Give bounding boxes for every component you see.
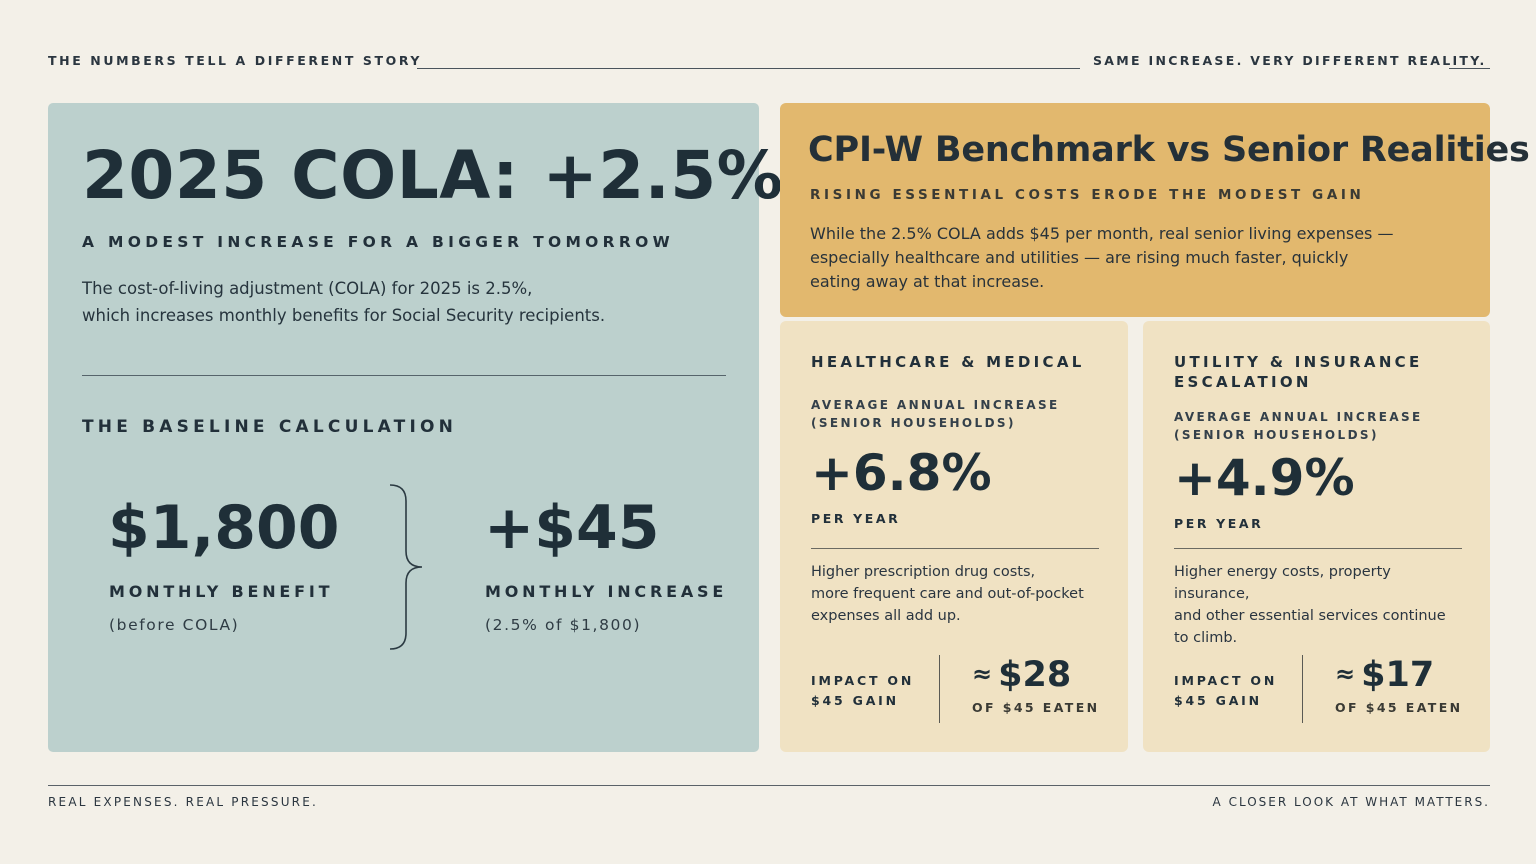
- header-right-text: SAME INCREASE. VERY DIFFERENT REALITY.: [1093, 53, 1487, 68]
- utility-rate: +4.9%: [1174, 449, 1355, 507]
- body-line: and other essential services continue: [1174, 608, 1446, 624]
- increase-label: MONTHLY INCREASE: [485, 582, 728, 601]
- utility-impact-divider: [1302, 655, 1303, 723]
- benchmark-body: While the 2.5% COLA adds $45 per month, …: [810, 222, 1410, 294]
- cola-intro-line: which increases monthly benefits for Soc…: [82, 306, 606, 325]
- approx-symbol: ≈: [972, 660, 993, 688]
- metric-label-line: AVERAGE ANNUAL INCREASE: [1174, 410, 1423, 424]
- footer-right-text: A CLOSER LOOK AT WHAT MATTERS.: [1212, 795, 1490, 809]
- benchmark-subtitle: RISING ESSENTIAL COSTS ERODE THE MODEST …: [810, 187, 1365, 203]
- utility-impact-sub: OF $45 EATEN: [1335, 700, 1463, 715]
- header-rule-short: [1449, 68, 1490, 69]
- healthcare-title: HEALTHCARE & MEDICAL: [811, 353, 1085, 371]
- approx-symbol: ≈: [1335, 660, 1356, 688]
- curly-brace-icon: [389, 484, 423, 650]
- utility-divider: [1174, 548, 1462, 549]
- baseline-heading: THE BASELINE CALCULATION: [82, 417, 458, 437]
- increase-note: (2.5% of $1,800): [485, 616, 642, 634]
- metric-label-line: (SENIOR HOUSEHOLDS): [1174, 428, 1379, 442]
- cola-divider: [82, 375, 726, 376]
- utility-metric-label: AVERAGE ANNUAL INCREASE (SENIOR HOUSEHOL…: [1174, 408, 1474, 444]
- benchmark-card: CPI-W Benchmark vs Senior Realities RISI…: [780, 103, 1530, 317]
- healthcare-rate: +6.8%: [811, 444, 992, 502]
- cola-subtitle: A MODEST INCREASE FOR A BIGGER TOMORROW: [82, 233, 674, 251]
- healthcare-impact-divider: [939, 655, 940, 723]
- impact-amount: $17: [1361, 655, 1435, 695]
- utility-title: UTILITY & INSURANCE ESCALATION: [1174, 352, 1474, 392]
- body-line: Higher energy costs, property insurance,: [1174, 564, 1391, 602]
- healthcare-impact-label: IMPACT ON $45 GAIN: [811, 671, 914, 711]
- healthcare-card: HEALTHCARE & MEDICAL AVERAGE ANNUAL INCR…: [780, 321, 1128, 752]
- cola-card: 2025 COLA: +2.5% A MODEST INCREASE FOR A…: [48, 103, 783, 752]
- impact-amount: $28: [998, 655, 1072, 695]
- cola-intro-line: The cost-of-living adjustment (COLA) for…: [82, 279, 533, 298]
- healthcare-divider: [811, 548, 1099, 549]
- benchmark-title: CPI-W Benchmark vs Senior Realities: [808, 130, 1530, 170]
- cola-intro: The cost-of-living adjustment (COLA) for…: [82, 275, 682, 329]
- benchmark-body-line: eating away at that increase.: [810, 272, 1045, 291]
- benchmark-body-line: While the 2.5% COLA adds $45 per month, …: [810, 224, 1394, 243]
- footer-left-text: REAL EXPENSES. REAL PRESSURE.: [48, 795, 319, 809]
- metric-label-line: AVERAGE ANNUAL INCREASE: [811, 398, 1060, 412]
- impact-label-line: IMPACT ON: [1174, 673, 1278, 688]
- healthcare-per-year: PER YEAR: [811, 511, 901, 526]
- header-rule: [417, 68, 1080, 69]
- benefit-label: MONTHLY BENEFIT: [109, 582, 334, 601]
- utility-title-line: UTILITY & INSURANCE: [1174, 353, 1423, 371]
- healthcare-impact-value: ≈ $28: [972, 655, 1071, 695]
- utility-card: UTILITY & INSURANCE ESCALATION AVERAGE A…: [1143, 321, 1490, 752]
- healthcare-impact-sub: OF $45 EATEN: [972, 700, 1100, 715]
- benchmark-body-line: especially healthcare and utilities — ar…: [810, 248, 1349, 267]
- footer-rule: [48, 785, 1490, 786]
- body-line: expenses all add up.: [811, 608, 961, 624]
- body-line: Higher prescription drug costs,: [811, 564, 1036, 580]
- healthcare-metric-label: AVERAGE ANNUAL INCREASE (SENIOR HOUSEHOL…: [811, 396, 1111, 432]
- utility-impact-label: IMPACT ON $45 GAIN: [1174, 671, 1277, 711]
- utility-body: Higher energy costs, property insurance,…: [1174, 561, 1464, 649]
- benefit-note: (before COLA): [109, 616, 240, 634]
- increase-value: +$45: [484, 493, 660, 563]
- impact-label-line: IMPACT ON: [811, 673, 915, 688]
- metric-label-line: (SENIOR HOUSEHOLDS): [811, 416, 1016, 430]
- body-line: more frequent care and out-of-pocket: [811, 586, 1084, 602]
- utility-title-line: ESCALATION: [1174, 373, 1312, 391]
- body-line: to climb.: [1174, 630, 1238, 646]
- impact-label-line: $45 GAIN: [811, 693, 899, 708]
- cola-title: 2025 COLA: +2.5%: [82, 137, 784, 214]
- impact-label-line: $45 GAIN: [1174, 693, 1262, 708]
- header-left-text: THE NUMBERS TELL A DIFFERENT STORY: [48, 53, 423, 68]
- benefit-value: $1,800: [108, 493, 340, 563]
- utility-impact-value: ≈ $17: [1335, 655, 1434, 695]
- healthcare-body: Higher prescription drug costs, more fre…: [811, 561, 1101, 627]
- utility-per-year: PER YEAR: [1174, 516, 1264, 531]
